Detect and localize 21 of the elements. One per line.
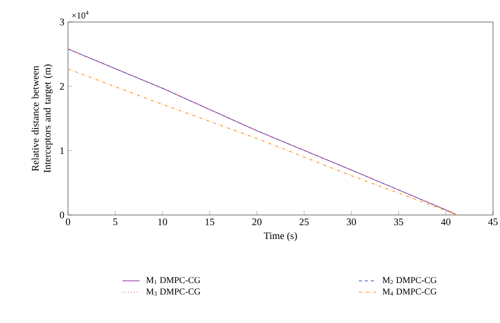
x-tick-label: 10 [158, 218, 168, 226]
x-tick-label: 15 [206, 218, 214, 226]
y-tick-label: 0 [60, 212, 64, 218]
x-axis-title: Time (s) [264, 232, 297, 242]
x-tick-label: 25 [300, 218, 309, 226]
x-tick-label: 35 [394, 218, 404, 226]
x-tick-label: 5 [113, 218, 118, 226]
text: ×10$^{4}$ [72, 10, 88, 18]
x-tick-label: 20 [252, 218, 262, 226]
legend-label: M$_{4}$ DMPC-CG [382, 288, 437, 296]
y-tick-label: 1 [60, 147, 64, 154]
x-tick-label: 45 [488, 218, 498, 226]
legend-label: M$_{2}$ DMPC-CG [382, 277, 437, 284]
y-axis-title: Relative distance between Interceptors and target (m) [32, 64, 53, 173]
y-tick-label: 3 [60, 18, 64, 26]
legend-label: M$_{1}$ DMPC-CG [146, 277, 200, 284]
y-tick-label: 2 [60, 83, 64, 90]
legend-label: M$_{3}$ DMPC-CG [146, 288, 200, 296]
x-tick-label: 0 [66, 218, 70, 226]
x-tick-label: 30 [346, 218, 356, 226]
x-tick-label: 40 [440, 218, 450, 226]
